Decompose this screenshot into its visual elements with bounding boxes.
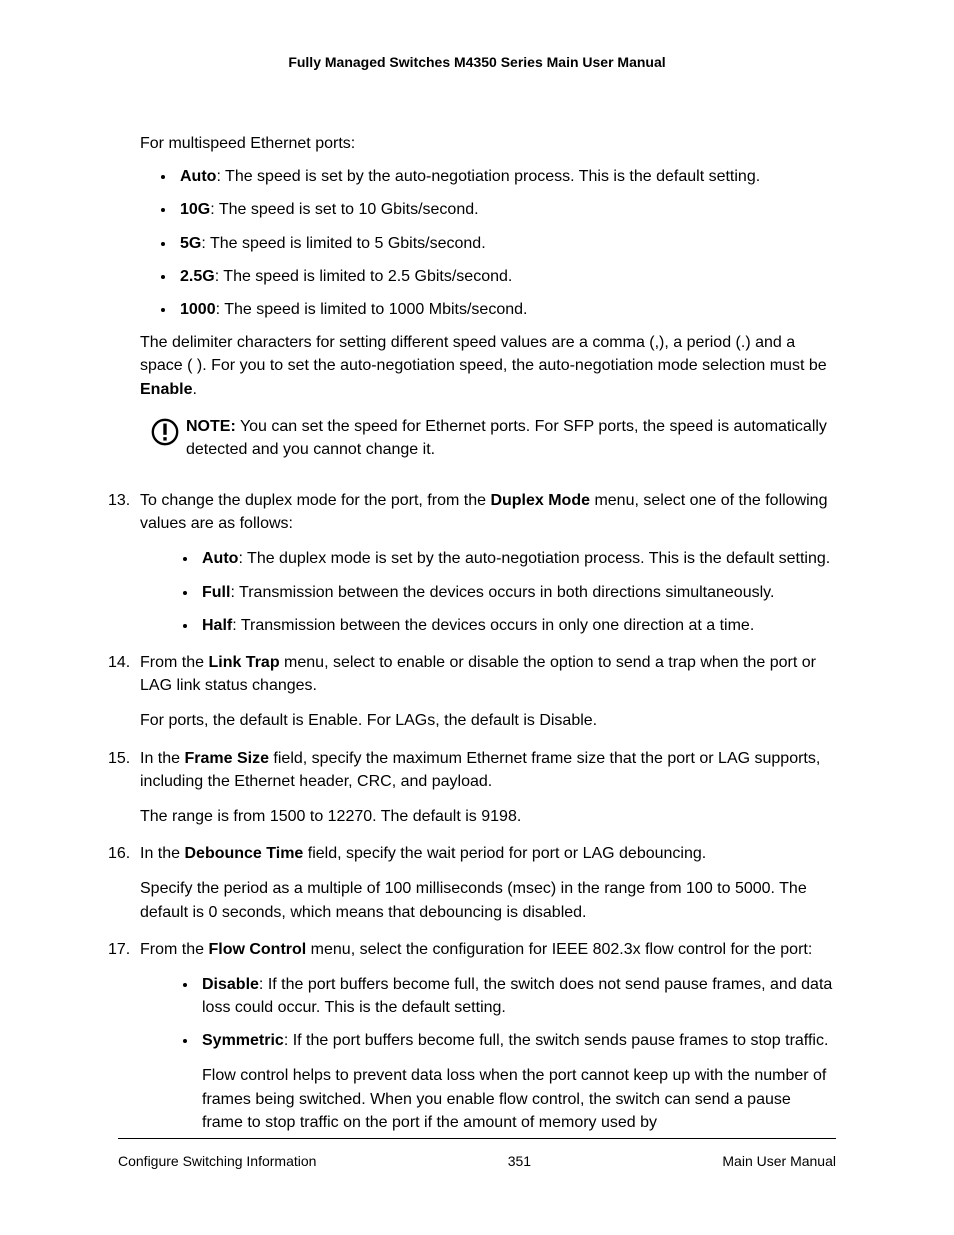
step-body: In the Frame Size field, specify the max… [140,747,836,793]
step-number: 14. [108,651,130,674]
flow-control-explain: Flow control helps to prevent data loss … [202,1064,836,1134]
list-item: 10G: The speed is set to 10 Gbits/second… [176,198,836,221]
step-text: From the [140,941,208,958]
speed-options-list: Auto: The speed is set by the auto-negot… [176,165,836,321]
option-text: : If the port buffers become full, the s… [202,976,832,1016]
step-sub: For ports, the default is Enable. For LA… [140,709,836,732]
option-text: : The duplex mode is set by the auto-neg… [238,550,830,567]
delimiter-text-2: . [192,381,196,398]
note-body: You can set the speed for Ethernet ports… [186,418,827,458]
list-item: 1000: The speed is limited to 1000 Mbits… [176,298,836,321]
option-text: : The speed is limited to 1000 Mbits/sec… [216,301,528,318]
option-text: : The speed is limited to 5 Gbits/second… [201,235,485,252]
option-bold: Full [202,584,230,601]
list-item: 2.5G: The speed is limited to 2.5 Gbits/… [176,265,836,288]
list-item: Full: Transmission between the devices o… [198,581,836,604]
step-bold: Debounce Time [184,845,303,862]
option-text: : Transmission between the devices occur… [230,584,774,601]
step-bold: Duplex Mode [490,492,590,509]
step-14: 14. From the Link Trap menu, select to e… [118,651,836,733]
step-text: In the [140,845,184,862]
step-body: From the Link Trap menu, select to enabl… [140,651,836,697]
step-number: 13. [108,489,130,512]
note-label: NOTE: [186,418,236,435]
note-box: NOTE: You can set the speed for Ethernet… [150,415,836,461]
duplex-options-list: Auto: The duplex mode is set by the auto… [198,547,836,637]
step-text: field, specify the wait period for port … [303,845,706,862]
option-bold: 10G [180,201,210,218]
step-text: menu, select the configuration for IEEE … [306,941,812,958]
option-text: : Transmission between the devices occur… [232,617,754,634]
step-15: 15. In the Frame Size field, specify the… [118,747,836,829]
step-text: From the [140,654,208,671]
page-footer: Configure Switching Information 351 Main… [118,1138,836,1169]
step-sub: The range is from 1500 to 12270. The def… [140,805,836,828]
list-item: Disable: If the port buffers become full… [198,973,836,1019]
steps-list: 13. To change the duplex mode for the po… [118,489,836,1134]
step-16: 16. In the Debounce Time field, specify … [118,842,836,924]
step-13: 13. To change the duplex mode for the po… [118,489,836,637]
step-body: From the Flow Control menu, select the c… [140,938,836,961]
option-bold: 1000 [180,301,216,318]
list-item: Auto: The duplex mode is set by the auto… [198,547,836,570]
option-text: : If the port buffers become full, the s… [284,1032,829,1049]
delimiter-text-1: The delimiter characters for setting dif… [140,334,827,374]
option-bold: Auto [180,168,216,185]
page-header-title: Fully Managed Switches M4350 Series Main… [118,54,836,70]
step-number: 15. [108,747,130,770]
option-text: : The speed is limited to 2.5 Gbits/seco… [215,268,513,285]
option-bold: Half [202,617,232,634]
footer-left: Configure Switching Information [118,1153,316,1169]
list-item: Symmetric: If the port buffers become fu… [198,1029,836,1134]
step-number: 17. [108,938,130,961]
step-text: To change the duplex mode for the port, … [140,492,490,509]
option-bold: Auto [202,550,238,567]
note-text: NOTE: You can set the speed for Ethernet… [186,415,836,461]
delimiter-bold: Enable [140,381,192,398]
delimiter-paragraph: The delimiter characters for setting dif… [140,331,836,401]
step-text: In the [140,750,184,767]
step-sub: Specify the period as a multiple of 100 … [140,877,836,923]
step-bold: Link Trap [208,654,279,671]
page-content: For multispeed Ethernet ports: Auto: The… [118,132,836,1134]
option-text: : The speed is set to 10 Gbits/second. [210,201,478,218]
option-bold: Disable [202,976,259,993]
list-item: Auto: The speed is set by the auto-negot… [176,165,836,188]
option-text: : The speed is set by the auto-negotiati… [216,168,760,185]
alert-icon [150,417,180,447]
option-bold: 2.5G [180,268,215,285]
footer-right: Main User Manual [722,1153,836,1169]
flow-control-options-list: Disable: If the port buffers become full… [198,973,836,1134]
list-item: Half: Transmission between the devices o… [198,614,836,637]
option-bold: 5G [180,235,201,252]
step-body: To change the duplex mode for the port, … [140,489,836,535]
footer-page-number: 351 [508,1153,531,1169]
step-number: 16. [108,842,130,865]
step-bold: Flow Control [208,941,306,958]
option-bold: Symmetric [202,1032,284,1049]
step-bold: Frame Size [184,750,268,767]
multispeed-intro: For multispeed Ethernet ports: [140,132,836,155]
step-17: 17. From the Flow Control menu, select t… [118,938,836,1134]
step-body: In the Debounce Time field, specify the … [140,842,836,865]
list-item: 5G: The speed is limited to 5 Gbits/seco… [176,232,836,255]
